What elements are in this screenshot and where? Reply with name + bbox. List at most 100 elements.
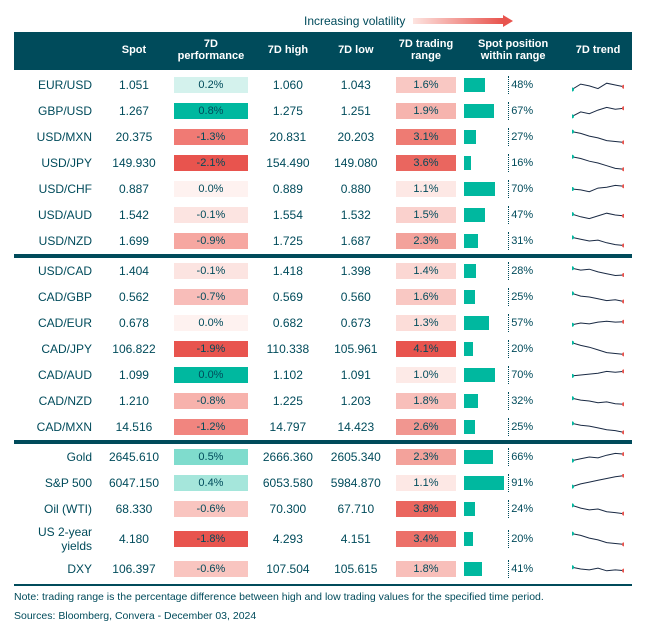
- spot-position-cell: 91%: [462, 470, 564, 496]
- spot-value: 14.516: [100, 414, 168, 441]
- table-body: EUR/USD 1.051 0.2% 1.060 1.043 1.6% 48% …: [14, 69, 632, 585]
- high-value: 0.569: [254, 284, 322, 310]
- low-value: 1.043: [322, 72, 390, 98]
- high-value: 2666.360: [254, 444, 322, 470]
- trend-spark: [564, 444, 632, 470]
- range-cell: 4.1%: [390, 336, 462, 362]
- perf-cell: 0.0%: [168, 176, 254, 202]
- perf-cell: 0.5%: [168, 444, 254, 470]
- low-value: 0.673: [322, 310, 390, 336]
- perf-cell: -0.1%: [168, 202, 254, 228]
- instrument-name: Gold: [14, 444, 100, 470]
- high-value: 0.682: [254, 310, 322, 336]
- low-value: 5984.870: [322, 470, 390, 496]
- range-cell: 1.3%: [390, 310, 462, 336]
- spot-value: 106.397: [100, 556, 168, 582]
- instrument-name: USD/CHF: [14, 176, 100, 202]
- col-name: [14, 32, 100, 69]
- range-cell: 3.1%: [390, 124, 462, 150]
- table-row: CAD/EUR 0.678 0.0% 0.682 0.673 1.3% 57%: [14, 310, 632, 336]
- spot-value: 2645.610: [100, 444, 168, 470]
- high-value: 20.831: [254, 124, 322, 150]
- spot-value: 0.678: [100, 310, 168, 336]
- instrument-name: USD/AUD: [14, 202, 100, 228]
- spot-position-cell: 31%: [462, 228, 564, 255]
- spot-value: 20.375: [100, 124, 168, 150]
- range-cell: 1.4%: [390, 258, 462, 284]
- spot-position-cell: 28%: [462, 258, 564, 284]
- table-row: CAD/MXN 14.516 -1.2% 14.797 14.423 2.6% …: [14, 414, 632, 441]
- col-trend: 7D trend: [564, 32, 632, 69]
- spot-position-cell: 48%: [462, 72, 564, 98]
- perf-cell: 0.8%: [168, 98, 254, 124]
- instrument-name: CAD/MXN: [14, 414, 100, 441]
- spot-position-cell: 67%: [462, 98, 564, 124]
- spot-position-cell: 47%: [462, 202, 564, 228]
- footnote: Note: trading range is the percentage di…: [14, 590, 632, 605]
- volatility-label: Increasing volatility: [304, 14, 405, 28]
- table-row: Oil (WTI) 68.330 -0.6% 70.300 67.710 3.8…: [14, 496, 632, 522]
- perf-cell: -0.9%: [168, 228, 254, 255]
- trend-spark: [564, 522, 632, 556]
- spot-position-cell: 66%: [462, 444, 564, 470]
- spot-position-cell: 70%: [462, 362, 564, 388]
- range-cell: 1.8%: [390, 556, 462, 582]
- trend-spark: [564, 150, 632, 176]
- instrument-name: Oil (WTI): [14, 496, 100, 522]
- trend-spark: [564, 556, 632, 582]
- high-value: 1.225: [254, 388, 322, 414]
- spot-value: 0.887: [100, 176, 168, 202]
- table-row: CAD/GBP 0.562 -0.7% 0.569 0.560 1.6% 25%: [14, 284, 632, 310]
- spot-value: 149.930: [100, 150, 168, 176]
- low-value: 0.880: [322, 176, 390, 202]
- spot-position-cell: 57%: [462, 310, 564, 336]
- low-value: 1.532: [322, 202, 390, 228]
- spot-position-cell: 16%: [462, 150, 564, 176]
- low-value: 1.091: [322, 362, 390, 388]
- trend-spark: [564, 258, 632, 284]
- high-value: 1.725: [254, 228, 322, 255]
- spot-position-cell: 24%: [462, 496, 564, 522]
- low-value: 0.560: [322, 284, 390, 310]
- range-cell: 1.1%: [390, 470, 462, 496]
- instrument-name: S&P 500: [14, 470, 100, 496]
- high-value: 110.338: [254, 336, 322, 362]
- perf-cell: -0.8%: [168, 388, 254, 414]
- low-value: 20.203: [322, 124, 390, 150]
- spot-value: 106.822: [100, 336, 168, 362]
- spot-value: 68.330: [100, 496, 168, 522]
- trend-spark: [564, 414, 632, 441]
- instrument-name: CAD/JPY: [14, 336, 100, 362]
- perf-cell: -2.1%: [168, 150, 254, 176]
- perf-cell: -0.6%: [168, 556, 254, 582]
- table-row: Gold 2645.610 0.5% 2666.360 2605.340 2.3…: [14, 444, 632, 470]
- low-value: 149.080: [322, 150, 390, 176]
- spot-position-cell: 70%: [462, 176, 564, 202]
- table-row: GBP/USD 1.267 0.8% 1.275 1.251 1.9% 67%: [14, 98, 632, 124]
- low-value: 1.398: [322, 258, 390, 284]
- trend-spark: [564, 228, 632, 255]
- trend-spark: [564, 98, 632, 124]
- instrument-name: GBP/USD: [14, 98, 100, 124]
- instrument-name: USD/CAD: [14, 258, 100, 284]
- sources: Sources: Bloomberg, Convera - December 0…: [14, 609, 632, 624]
- spot-position-cell: 20%: [462, 336, 564, 362]
- range-cell: 2.6%: [390, 414, 462, 441]
- table-row: USD/MXN 20.375 -1.3% 20.831 20.203 3.1% …: [14, 124, 632, 150]
- trend-spark: [564, 72, 632, 98]
- col-range: 7D trading range: [390, 32, 462, 69]
- perf-cell: -0.1%: [168, 258, 254, 284]
- low-value: 1.203: [322, 388, 390, 414]
- spot-position-cell: 32%: [462, 388, 564, 414]
- table-row: CAD/AUD 1.099 0.0% 1.102 1.091 1.0% 70%: [14, 362, 632, 388]
- table-row: CAD/JPY 106.822 -1.9% 110.338 105.961 4.…: [14, 336, 632, 362]
- high-value: 1.554: [254, 202, 322, 228]
- high-value: 70.300: [254, 496, 322, 522]
- high-value: 1.060: [254, 72, 322, 98]
- spot-value: 1.699: [100, 228, 168, 255]
- low-value: 1.251: [322, 98, 390, 124]
- perf-cell: 0.4%: [168, 470, 254, 496]
- low-value: 2605.340: [322, 444, 390, 470]
- col-pos: Spot position within range: [462, 32, 564, 69]
- spot-position-cell: 25%: [462, 414, 564, 441]
